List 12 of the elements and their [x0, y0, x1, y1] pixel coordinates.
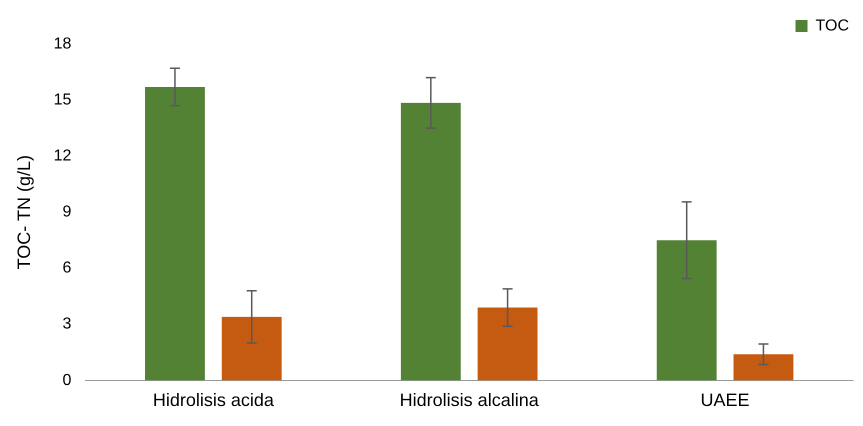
y-tick-label: 6	[62, 260, 72, 277]
legend-label: TOC	[816, 17, 849, 34]
y-tick-label: 15	[54, 91, 72, 108]
y-tick-label: 3	[62, 316, 72, 333]
y-tick-label: 0	[62, 372, 72, 389]
y-tick-label: 9	[62, 204, 72, 221]
x-tick-label: Hidrolisis alcalina	[400, 390, 540, 410]
x-tick-label: Hidrolisis acida	[152, 390, 275, 410]
y-axis-title: TOC- TN (g/L)	[14, 155, 34, 270]
y-tick-label: 12	[54, 148, 72, 165]
y-tick-label: 18	[54, 35, 72, 52]
x-tick-label: UAEE	[700, 390, 750, 410]
